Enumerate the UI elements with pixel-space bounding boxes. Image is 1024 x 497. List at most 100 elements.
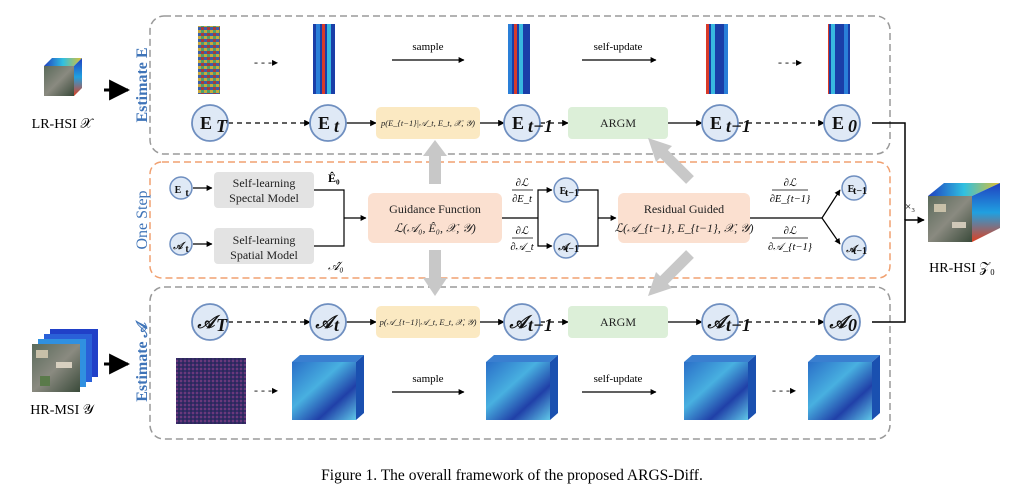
grad-e2-num: ∂ℒ xyxy=(784,178,797,189)
spatial-model-line2: Spatial Model xyxy=(230,248,298,262)
small-e-t-1-text: E xyxy=(560,186,567,197)
guidance-function-title: Guidance Function xyxy=(389,202,481,216)
bottom-node-1 xyxy=(309,303,347,341)
top-node-0 xyxy=(191,104,229,142)
ellipsis-3: - - -▸ xyxy=(254,383,278,397)
spectral-model-line1: Self-learning xyxy=(233,176,296,190)
bottom-posterior-box xyxy=(376,306,480,338)
a0-to-output-line xyxy=(872,216,925,323)
residual-down-arrow xyxy=(648,250,694,296)
one-step-e-t-sub: t xyxy=(185,188,189,199)
spatial-image-t-1-updated xyxy=(684,355,756,420)
ellipsis-1: - - -▸ xyxy=(254,55,278,69)
spatial-image-0 xyxy=(808,355,880,420)
noise-spatial-image xyxy=(176,358,246,424)
one-step-a-t-node xyxy=(169,232,193,256)
models-merge-line xyxy=(314,189,345,247)
bottom-posterior-text: p(𝒜_{t−1}|𝒜_t, E_t, 𝒳, 𝒴) xyxy=(379,317,477,327)
residual-guided-formula: ℒ(𝒜_{t−1}, E_{t−1}, 𝒳, 𝒴) xyxy=(614,221,753,235)
estimate-e-panel xyxy=(149,15,891,155)
spatial-model-line1: Self-learning xyxy=(233,233,296,247)
lr-hsi-cube xyxy=(44,58,82,96)
guidance-down-arrow xyxy=(423,250,447,296)
noise-spectral-image xyxy=(198,26,220,94)
lr-hsi-label: LR-HSI 𝒳 xyxy=(32,117,95,132)
residual-guided-title: Residual Guided xyxy=(644,202,724,216)
to-small-e-arrow xyxy=(537,187,553,218)
residual-guided-box xyxy=(618,193,750,243)
top-node-sub-0: T xyxy=(216,116,228,136)
small-e-t-1-node-2 xyxy=(841,175,867,201)
small-a-t-1-text-2: 𝒜 xyxy=(845,244,859,255)
top-node-2 xyxy=(503,104,541,142)
bottom-argm-text: ARGM xyxy=(600,315,636,329)
grad-e-den: ∂E_t xyxy=(512,194,533,205)
hr-hsi-output-cube xyxy=(928,183,1000,242)
spectral-model-line2: Spectal Model xyxy=(229,191,299,205)
one-step-label: One Step xyxy=(134,190,151,249)
ellipsis-4: - - -▸ xyxy=(772,383,796,397)
small-e-t-1-sub: t−1 xyxy=(565,188,579,199)
bottom-node-sub-4: 0 xyxy=(848,315,857,335)
spectral-model-box xyxy=(214,172,314,208)
spectral-image-t-1 xyxy=(508,24,530,94)
hr-msi-label: HR-MSI 𝒴 xyxy=(30,403,95,418)
one-step-e-t-node xyxy=(169,176,193,200)
top-node-sub-2: t−1 xyxy=(528,116,553,136)
one-step-e-t-text: E xyxy=(175,185,182,196)
ellipsis-2: - - -▸ xyxy=(778,55,802,69)
grad-a-num: ∂ℒ xyxy=(516,226,529,237)
small-a-t-1-text: 𝒜 xyxy=(557,242,571,253)
top-node-label-1: E xyxy=(318,113,330,133)
top-node-sub-4: 0 xyxy=(848,116,857,136)
bottom-node-label-0: 𝒜 xyxy=(196,312,220,332)
one-step-a-t-sub: t xyxy=(185,244,189,255)
top-node-4 xyxy=(823,104,861,142)
guidance-function-box xyxy=(368,193,502,243)
bottom-node-3 xyxy=(701,303,739,341)
bottom-node-sub-3: t−1 xyxy=(726,315,751,335)
hr-msi-cube xyxy=(32,329,98,392)
estimate-a-panel xyxy=(149,286,891,440)
to-small-a2-arrow xyxy=(821,217,841,245)
bottom-node-sub-2: t−1 xyxy=(528,315,553,335)
bottom-node-4 xyxy=(823,303,861,341)
top-posterior-text: p(E_{t−1}|𝒜_t, E_t, 𝒳, 𝒴) xyxy=(380,118,475,128)
e0-to-output-line xyxy=(872,122,906,220)
to-small-a-arrow xyxy=(537,218,553,249)
bottom-node-label-2: 𝒜 xyxy=(508,312,532,332)
top-node-label-4: E xyxy=(832,113,844,133)
bottom-sample-label: sample xyxy=(412,373,443,385)
grad-e2-den: ∂E_{t−1} xyxy=(770,194,811,205)
guidance-function-formula: ℒ(𝒜₀, Ê₀, 𝒳, 𝒴) xyxy=(394,221,475,235)
top-node-label-3: E xyxy=(710,113,722,133)
grad-a2-den: ∂𝒜_{t−1} xyxy=(768,242,813,253)
bottom-argm-box xyxy=(568,306,668,338)
spatial-image-t xyxy=(292,355,364,420)
top-node-3 xyxy=(701,104,739,142)
to-small-e2-arrow xyxy=(821,189,841,219)
grad-a-den: ∂𝒜_t xyxy=(510,242,534,253)
top-self-update-label: self-update xyxy=(594,41,643,53)
bottom-node-2 xyxy=(503,303,541,341)
residual-up-arrow xyxy=(648,138,694,184)
top-node-1 xyxy=(309,104,347,142)
bottom-node-label-1: 𝒜 xyxy=(314,312,338,332)
top-node-label-0: E xyxy=(200,113,212,133)
spatial-image-t-1 xyxy=(486,355,558,420)
estimate-a-label: Estimate 𝒜 xyxy=(134,319,151,401)
bottom-node-label-4: 𝒜 xyxy=(828,312,852,332)
bottom-node-label-3: 𝒜 xyxy=(706,312,730,332)
top-node-label-2: E xyxy=(512,113,524,133)
small-a-t-1-node-2 xyxy=(841,235,867,261)
small-e-t-1-sub-2: t−1 xyxy=(853,186,867,197)
top-node-sub-1: t xyxy=(334,116,340,136)
top-sample-label: sample xyxy=(412,41,443,53)
small-a-t-1-sub: t−1 xyxy=(565,244,579,255)
guidance-up-arrow xyxy=(423,140,447,184)
mode3-product-label: ×₃ xyxy=(905,201,915,213)
spectral-image-t xyxy=(313,24,335,94)
a0-hat-label: 𝒜̂₀ xyxy=(328,259,344,273)
spectral-image-0 xyxy=(828,24,850,94)
